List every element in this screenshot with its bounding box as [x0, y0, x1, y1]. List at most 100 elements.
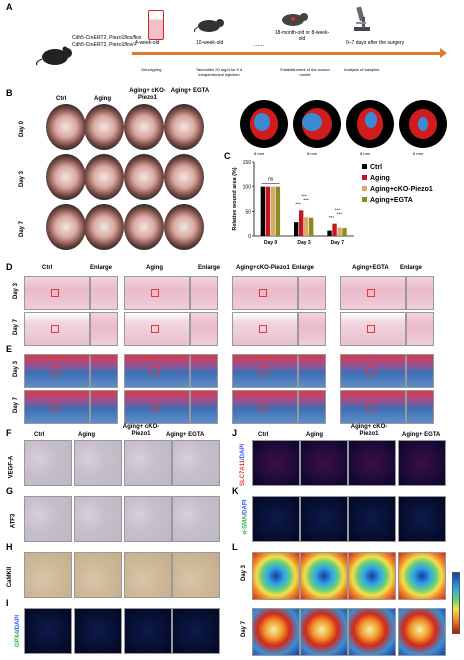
- timeline-bar: [132, 52, 442, 55]
- panel-label-c: C: [224, 151, 231, 161]
- b-row-day7: Day 7: [19, 220, 26, 238]
- i-marker-blue: /DAPI: [15, 614, 22, 631]
- heatmap-image: [252, 552, 300, 600]
- panel-label-d: D: [6, 262, 13, 272]
- roi-box: [51, 289, 59, 297]
- histology-image: [24, 276, 90, 310]
- heatmap-colorbar: [452, 572, 460, 634]
- roi-box: [51, 367, 59, 375]
- enlarge-image: [298, 390, 326, 424]
- panel-label-g: G: [6, 486, 14, 496]
- panel-label-j: J: [232, 428, 238, 438]
- wound-schematic-4: [399, 100, 447, 148]
- panel-label-a: A: [6, 2, 13, 12]
- histology-image: [232, 354, 298, 388]
- panel-label-k: K: [232, 486, 239, 496]
- roi-box: [259, 325, 267, 333]
- k-marker: α-SMA/DAPI: [243, 499, 249, 534]
- panel-label-e: E: [6, 344, 13, 354]
- j-marker: SLC7A11/DAPI: [240, 444, 246, 486]
- y-tick-label: 100: [243, 185, 252, 191]
- wound-photo: [164, 204, 204, 250]
- b-header-aging: Aging: [94, 96, 111, 102]
- stain-image: [172, 440, 220, 486]
- bar: [299, 210, 304, 236]
- bar: [260, 186, 266, 236]
- wound-schematic-3: [346, 100, 394, 148]
- stain-image: [172, 552, 220, 598]
- fluor-image: [348, 496, 396, 542]
- histology-image: [340, 312, 406, 346]
- heatmap-image: [252, 608, 300, 656]
- de-header: Enlarge: [400, 265, 423, 271]
- roi-box: [151, 325, 159, 333]
- bar: [304, 217, 309, 236]
- i-marker: GPX4/DAPI: [15, 615, 21, 647]
- stain-image: [124, 496, 172, 542]
- below-wound: Establishment of the wound model: [280, 67, 330, 77]
- bar: [275, 186, 281, 236]
- panel-label-b: B: [6, 88, 13, 98]
- timeline-dots: ......: [254, 42, 265, 48]
- j-marker-blue: /DAPI: [240, 443, 247, 460]
- roi-box: [367, 289, 375, 297]
- heatmap-image: [300, 608, 348, 656]
- stain-image: [172, 496, 220, 542]
- legend-label: Aging: [370, 175, 390, 182]
- bar: [270, 186, 276, 236]
- de-row-label: Day 7: [13, 396, 20, 414]
- j-header-ctrl: Ctrl: [258, 432, 269, 438]
- legend-swatch: [362, 175, 367, 180]
- fluor-image: [252, 440, 300, 486]
- stain-image: [24, 608, 72, 654]
- genotype-list: Cdh5-CreERT2, Piezo1flox/flox Cdh5-CreER…: [72, 35, 141, 49]
- bar: [309, 217, 314, 236]
- roi-box: [151, 367, 159, 375]
- f-marker: VEGF-A: [8, 455, 15, 479]
- enlarge-image: [190, 312, 218, 346]
- roi-box: [367, 325, 375, 333]
- de-header: Aging: [146, 265, 163, 271]
- roi-box: [259, 367, 267, 375]
- wound-photo: [84, 104, 124, 150]
- i-marker-green: GPX4: [15, 631, 22, 648]
- legend-label: Aging+cKO-Piezo1: [370, 186, 433, 193]
- de-header: Enlarge: [292, 265, 315, 271]
- enlarge-image: [190, 276, 218, 310]
- enlarge-image: [90, 354, 118, 388]
- enlarge-image: [298, 276, 326, 310]
- g-marker: ATF3: [10, 513, 17, 529]
- bar: [294, 222, 299, 236]
- histology-image: [24, 354, 90, 388]
- histology-image: [124, 312, 190, 346]
- test-tube-icon: [148, 10, 164, 40]
- enlarge-image: [90, 312, 118, 346]
- mouse-icon: [35, 44, 75, 66]
- histology-image: [340, 354, 406, 388]
- h-marker: CaMKII: [7, 566, 14, 588]
- b-header-egta: Aging+ EGTA: [170, 88, 210, 94]
- panel-label-h: H: [6, 542, 13, 552]
- microscope-icon: [350, 5, 372, 38]
- y-axis-label: Relative wound area (%): [232, 167, 238, 230]
- stain-image: [74, 608, 122, 654]
- x-tick-label: Day 3: [297, 240, 311, 246]
- below-analysis: Analysis of samples: [344, 67, 380, 72]
- roi-box: [259, 403, 267, 411]
- enlarge-image: [190, 390, 218, 424]
- scale-1: 8 mm: [254, 151, 264, 156]
- histology-image: [124, 354, 190, 388]
- stain-image: [172, 608, 220, 654]
- f-header-egta: Aging+ EGTA: [166, 432, 205, 438]
- panel-label-l: L: [232, 542, 238, 552]
- histology-image: [340, 390, 406, 424]
- y-tick-label: 150: [243, 160, 252, 166]
- l-row-day7: Day 7: [241, 620, 248, 638]
- de-row-label: Day 7: [13, 318, 20, 336]
- stain-image: [74, 496, 122, 542]
- bar: [265, 186, 271, 236]
- enlarge-image: [190, 354, 218, 388]
- roi-box: [151, 403, 159, 411]
- step-10wk: 10-week-old: [196, 40, 224, 46]
- j-marker-red: SLC7A11: [240, 460, 247, 487]
